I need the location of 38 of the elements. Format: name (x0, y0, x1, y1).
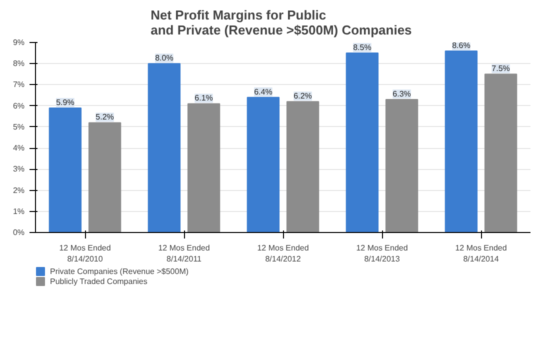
x-tick-label: 12 Mos Ended 8/14/2012 (257, 244, 309, 264)
y-tick-label: 3% (12, 164, 24, 174)
bar (444, 50, 478, 232)
bar (484, 74, 518, 232)
y-tick-label: 2% (12, 186, 24, 195)
bar (346, 52, 379, 232)
data-label: 7.5% (492, 64, 510, 74)
bar (88, 122, 122, 232)
data-label: 6.1% (194, 94, 213, 103)
y-tick-label: 7% (12, 80, 24, 90)
chart-title: Net Profit Margins for Public and Private (Revenue >$500M) Companies (150, 8, 412, 38)
legend-label: Publicly Traded Companies (50, 276, 148, 286)
data-label: 6.2% (294, 92, 312, 101)
x-tick-label: 12 Mos Ended 8/14/2014 (455, 244, 507, 264)
y-tick-label: 5% (12, 122, 24, 132)
y-tick-label: 0% (12, 228, 24, 237)
legend-label: Private Companies (Revenue >$500M) (50, 266, 189, 276)
y-tick-label: 6% (12, 101, 24, 110)
bar (286, 101, 320, 232)
y-tick-label: 8% (12, 59, 24, 68)
data-label: 5.2% (96, 112, 114, 122)
y-tick-label: 4% (12, 144, 24, 153)
bar (48, 107, 82, 232)
bar (385, 99, 418, 232)
x-tick-label: 12 Mos Ended 8/14/2011 (158, 244, 210, 264)
data-label: 6.4% (254, 87, 272, 96)
x-tick-label: 12 Mos Ended 8/14/2013 (356, 244, 408, 264)
x-tick-label: 12 Mos Ended 8/14/2010 (59, 244, 111, 264)
y-tick-label: 1% (12, 206, 24, 216)
data-label: 8.5% (353, 43, 372, 52)
bar (246, 96, 280, 232)
y-tick-label: 9% (12, 38, 24, 47)
data-label: 8.6% (452, 40, 470, 50)
bar (187, 103, 220, 232)
data-label: 8.0% (155, 54, 174, 63)
data-label: 6.3% (392, 90, 411, 98)
bar (148, 63, 181, 232)
data-label: 5.9% (56, 98, 74, 107)
